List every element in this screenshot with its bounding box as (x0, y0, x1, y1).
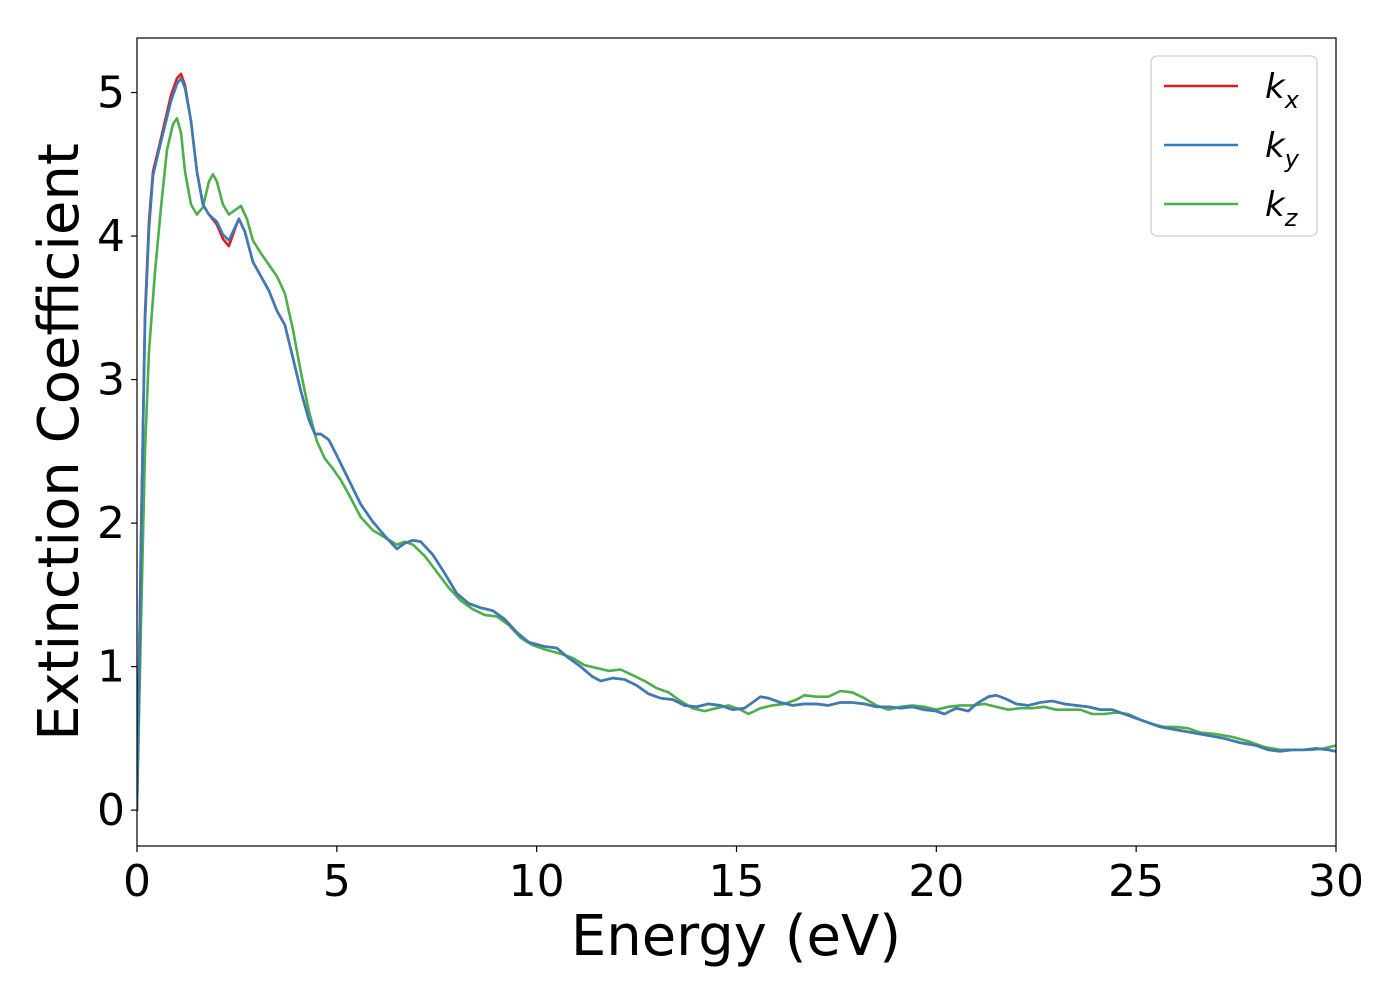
y-tick-label: 5 (97, 68, 125, 119)
plot-area (137, 72, 1336, 812)
x-tick-label: 0 (123, 856, 151, 907)
legend-label-k-z: kz (1265, 185, 1299, 232)
series-line-k-z (137, 117, 1336, 812)
legend-label-k-y: ky (1265, 126, 1300, 173)
x-axis-label: Energy (eV) (571, 904, 901, 969)
legend: kx ky kz (1150, 55, 1318, 237)
y-tick-label: 1 (97, 642, 125, 693)
x-tick-label: 15 (709, 856, 765, 907)
plot-frame (136, 37, 1337, 847)
legend-label-k-x: kx (1265, 67, 1300, 114)
y-axis-label: Extinction Coefficient (27, 143, 92, 741)
y-tick-label: 3 (97, 355, 125, 406)
x-tick-label: 20 (908, 856, 964, 907)
series-lines (137, 72, 1336, 812)
x-tick-label: 25 (1108, 856, 1164, 907)
y-tick-label: 0 (97, 785, 125, 836)
x-tick-label: 10 (509, 856, 565, 907)
y-tick-label: 2 (97, 498, 125, 549)
x-tick-label: 5 (323, 856, 351, 907)
y-tick-label: 4 (97, 211, 125, 262)
series-line-k-y (137, 76, 1336, 812)
x-tick-label: 30 (1308, 856, 1364, 907)
axis-ticks: 0 5 10 15 20 25 30 0 1 2 3 4 5 (97, 68, 1364, 907)
